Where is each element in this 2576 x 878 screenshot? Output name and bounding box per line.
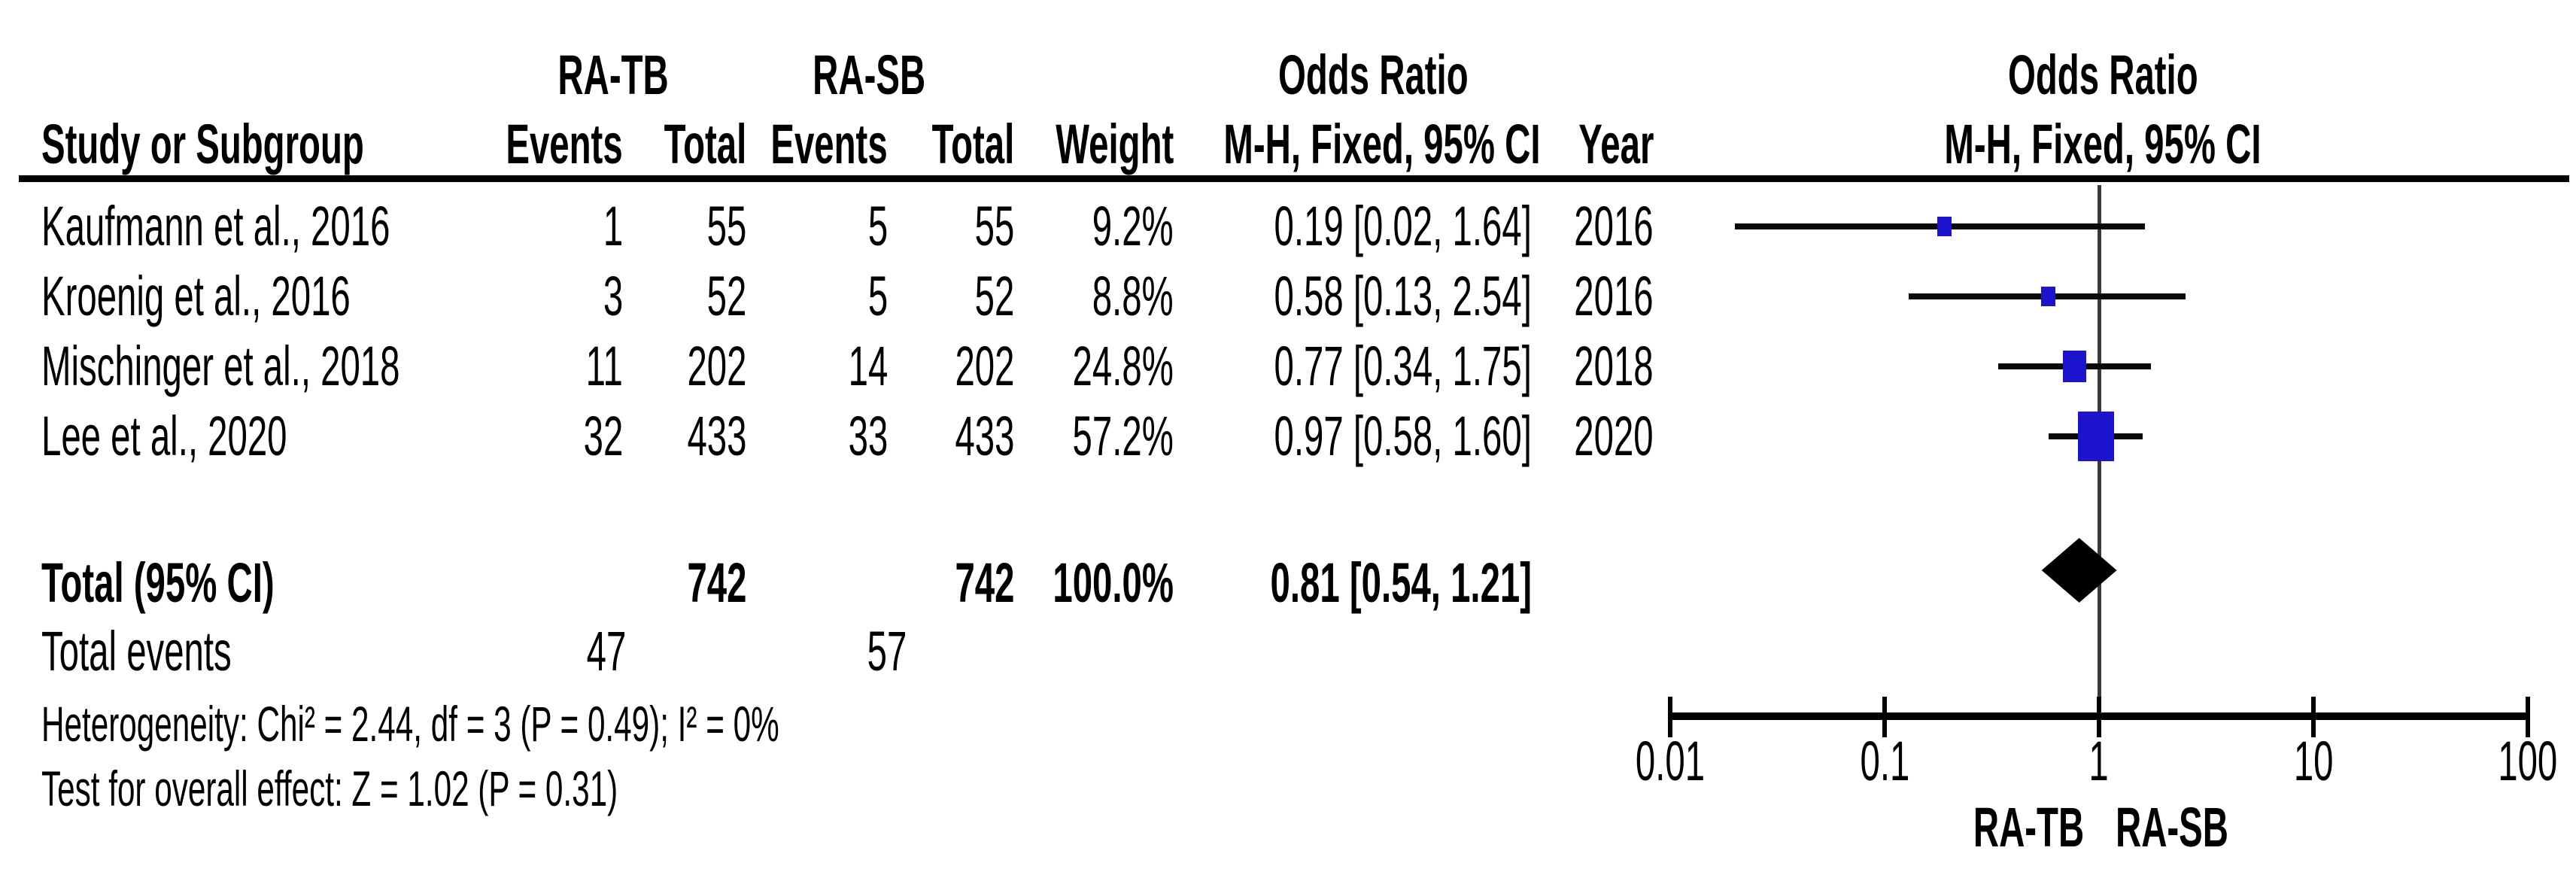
- year-value: 2018: [1574, 335, 1654, 397]
- x-axis-tick-label: 0.01: [1635, 730, 1706, 792]
- x-axis-tick: [2526, 697, 2530, 737]
- year-value: 2016: [1574, 265, 1654, 327]
- tb-events-value: 11: [585, 335, 623, 397]
- total-sb-total: 742: [954, 551, 1014, 614]
- x-axis-tick: [2311, 697, 2316, 737]
- forest-weight-square: [1937, 216, 1952, 237]
- sb-total-value: 433: [954, 405, 1014, 467]
- tb-total-value: 52: [706, 265, 746, 327]
- tb-total-value: 202: [686, 335, 746, 397]
- forest-weight-square: [2062, 350, 2087, 383]
- x-axis-tick-label: 10: [2293, 730, 2334, 792]
- heterogeneity-text: Heterogeneity: Chi² = 2.44, df = 3 (P = …: [41, 696, 779, 752]
- tb-events-value: 32: [583, 405, 623, 467]
- year-value: 2020: [1574, 405, 1654, 467]
- x-axis-tick-label: 1: [2088, 730, 2110, 792]
- study-name: Lee et al., 2020: [41, 405, 287, 467]
- summary-diamond: [2041, 538, 2117, 603]
- total-label: Total (95% CI): [41, 551, 275, 614]
- plot-subtitle: M-H, Fixed, 95% CI: [1944, 113, 2262, 175]
- col-header-sb-events: Events: [770, 113, 888, 175]
- sb-total-value: 55: [974, 195, 1014, 257]
- col-header-mh-ci: M-H, Fixed, 95% CI: [1223, 113, 1541, 175]
- sb-total-value: 52: [974, 265, 1014, 327]
- overall-effect-text: Test for overall effect: Z = 1.02 (P = 0…: [41, 761, 618, 816]
- col-header-tb-total: Total: [664, 113, 746, 175]
- ci-value: 0.77 [0.34, 1.75]: [1274, 335, 1532, 397]
- total-events-tb: 47: [586, 620, 626, 682]
- col-header-study: Study or Subgroup: [41, 113, 364, 175]
- total-ci: 0.81 [0.54, 1.21]: [1270, 551, 1532, 614]
- tb-total-value: 433: [686, 405, 746, 467]
- weight-value: 8.8%: [1092, 265, 1174, 327]
- study-name: Kroenig et al., 2016: [41, 265, 351, 327]
- sb-total-value: 202: [954, 335, 1014, 397]
- favours-right-label: RA-SB: [2116, 796, 2228, 858]
- sb-events-value: 5: [867, 265, 888, 327]
- tb-events-value: 1: [603, 195, 623, 257]
- total-events-sb: 57: [867, 620, 907, 682]
- forest-weight-square: [2078, 412, 2115, 461]
- ci-value: 0.97 [0.58, 1.60]: [1274, 405, 1532, 467]
- study-name: Mischinger et al., 2018: [41, 335, 400, 397]
- group-header-odds-ratio: Odds Ratio: [1277, 44, 1469, 106]
- ci-value: 0.58 [0.13, 2.54]: [1274, 265, 1532, 327]
- group-header-ra-sb: RA-SB: [813, 44, 925, 106]
- x-axis-tick-label: 0.1: [1860, 730, 1909, 792]
- weight-value: 57.2%: [1072, 405, 1174, 467]
- header-rule: [19, 175, 2569, 182]
- total-tb-total: 742: [686, 551, 746, 614]
- study-name: Kaufmann et al., 2016: [41, 195, 390, 257]
- x-axis-tick-label: 100: [2498, 730, 2558, 792]
- forest-weight-square: [2041, 287, 2055, 306]
- weight-value: 24.8%: [1072, 335, 1174, 397]
- favours-left-label: RA-TB: [1973, 796, 2084, 858]
- tb-total-value: 55: [706, 195, 746, 257]
- x-axis-tick: [1882, 697, 1887, 737]
- weight-value: 9.2%: [1092, 195, 1174, 257]
- col-header-tb-events: Events: [506, 113, 623, 175]
- sb-events-value: 33: [848, 405, 888, 467]
- col-header-weight: Weight: [1056, 113, 1174, 175]
- plot-title: Odds Ratio: [2007, 44, 2198, 106]
- group-header-ra-tb: RA-TB: [557, 44, 669, 106]
- ci-value: 0.19 [0.02, 1.64]: [1274, 195, 1532, 257]
- sb-events-value: 5: [867, 195, 888, 257]
- total-events-label: Total events: [41, 620, 232, 682]
- year-value: 2016: [1574, 195, 1654, 257]
- col-header-year: Year: [1578, 113, 1654, 175]
- x-axis-tick: [2097, 697, 2101, 737]
- tb-events-value: 3: [603, 265, 623, 327]
- col-header-sb-total: Total: [931, 113, 1014, 175]
- x-axis-tick: [1668, 697, 1672, 737]
- sb-events-value: 14: [848, 335, 888, 397]
- total-weight: 100.0%: [1053, 551, 1174, 614]
